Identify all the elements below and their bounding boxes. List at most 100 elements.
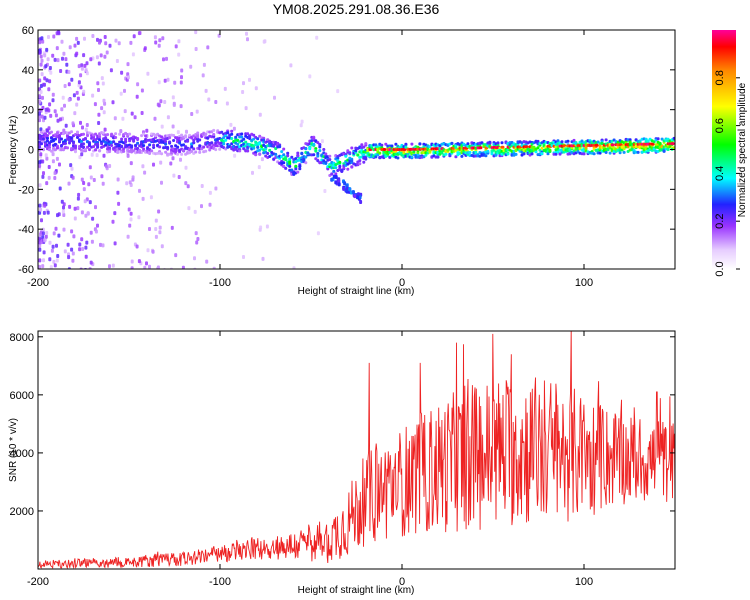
spectrogram-cell bbox=[75, 90, 79, 95]
snr-panel: -200 -100 0 100 2000 4000 6000 8000 Height of s… bbox=[8, 330, 676, 596]
colorbar-tick-label: 0.0 bbox=[714, 261, 726, 276]
spectrogram-cell bbox=[312, 153, 316, 157]
spectrogram-cell bbox=[85, 71, 89, 76]
spectrogram-cell bbox=[64, 57, 68, 62]
spectrogram-cell bbox=[364, 155, 368, 159]
spectrogram-cell bbox=[540, 146, 544, 150]
spectrogram-cell bbox=[39, 90, 43, 94]
spectrogram-cell bbox=[312, 137, 316, 141]
spectrogram-cell bbox=[334, 175, 338, 179]
spectrogram-cell bbox=[488, 140, 492, 144]
spectrogram-cell bbox=[536, 146, 540, 150]
spectrogram-cell bbox=[117, 41, 121, 46]
spectrogram-cell bbox=[480, 141, 484, 145]
spectrogram-cell bbox=[176, 130, 180, 135]
spectrogram-cell bbox=[169, 161, 173, 166]
spectrogram-cell bbox=[580, 139, 584, 143]
x-tick-label: -100 bbox=[209, 277, 231, 289]
spectrogram-cell bbox=[79, 120, 82, 125]
spectrogram-cell bbox=[78, 155, 82, 160]
spectrogram-cell bbox=[48, 240, 52, 245]
spectrogram-cell bbox=[174, 253, 178, 258]
spectrogram-cell bbox=[58, 134, 61, 137]
spectrogram-cell bbox=[96, 37, 99, 42]
spectrogram-cell bbox=[85, 240, 89, 245]
spectrogram-cell bbox=[556, 150, 560, 154]
spectrogram-cell bbox=[154, 234, 158, 239]
spectrogram-cell bbox=[130, 111, 134, 116]
spectrogram-cell bbox=[358, 159, 362, 163]
y-tick-label: 8000 bbox=[10, 332, 34, 344]
spectrogram-cell bbox=[49, 113, 53, 118]
spectrogram-cell bbox=[42, 171, 45, 176]
spectrogram-cell bbox=[212, 133, 216, 136]
spectrogram-cell bbox=[141, 196, 145, 201]
spectrogram-cell bbox=[316, 154, 320, 158]
spectrogram-cell bbox=[51, 152, 55, 157]
spectrogram-cell bbox=[208, 202, 212, 207]
spectrogram-cell bbox=[172, 139, 176, 142]
colorbar-label: Normalized spectral amplitude bbox=[737, 82, 748, 217]
spectrogram-cell bbox=[194, 150, 198, 154]
spectrogram-cell bbox=[226, 131, 230, 135]
spectrogram-cell bbox=[143, 265, 147, 269]
spectrogram-cell bbox=[72, 93, 76, 98]
spectrogram-cell bbox=[222, 136, 226, 140]
spectrogram-cell bbox=[146, 248, 150, 253]
spectrogram-cell bbox=[180, 152, 184, 156]
spectrogram-cell bbox=[500, 145, 505, 149]
spectrogram-cell bbox=[97, 88, 100, 92]
spectrogram-cell bbox=[190, 112, 194, 116]
spectrogram-cell bbox=[189, 64, 193, 69]
spectrogram-cell bbox=[254, 86, 258, 91]
spectrogram-cell bbox=[54, 226, 58, 231]
spectrogram-cell bbox=[65, 62, 69, 67]
spectrogram-cell bbox=[198, 150, 202, 154]
spectrogram-cell bbox=[135, 94, 139, 99]
spectrogram-cell bbox=[56, 254, 60, 258]
spectrogram-cell bbox=[158, 230, 162, 235]
spectrogram-cell bbox=[67, 97, 71, 102]
spectrogram-cell bbox=[100, 106, 104, 111]
spectrogram-cell bbox=[174, 150, 178, 153]
spectrogram-cell bbox=[266, 152, 270, 155]
spectrogram-cell bbox=[126, 72, 130, 77]
spectrogram-cell bbox=[84, 137, 87, 140]
spectrogram-cell bbox=[43, 203, 47, 208]
spectrogram-cell bbox=[218, 147, 222, 151]
spectrogram-cell bbox=[292, 266, 296, 269]
spectrogram-cell bbox=[85, 123, 89, 127]
spectrogram-cell bbox=[96, 142, 100, 146]
spectrogram-cell bbox=[337, 179, 341, 184]
spectrogram-cell bbox=[290, 155, 294, 159]
spectrogram-cell bbox=[48, 79, 52, 84]
spectrogram-cell bbox=[137, 31, 141, 36]
spectrogram-cell bbox=[124, 140, 128, 144]
spectrogram-cell bbox=[38, 99, 42, 104]
spectrogram-cell bbox=[43, 53, 47, 58]
spectrogram-cell bbox=[488, 144, 492, 148]
spectrogram-cell bbox=[328, 154, 332, 158]
spectrogram-cell bbox=[119, 129, 123, 134]
spectrogram-cell bbox=[76, 40, 80, 45]
spectrogram-cell bbox=[136, 82, 140, 87]
spectrogram-cell bbox=[256, 137, 260, 141]
spectrogram-cell bbox=[46, 134, 49, 138]
spectrogram-cell bbox=[214, 148, 218, 152]
spectrogram-cell bbox=[362, 153, 366, 157]
spectrogram-cell bbox=[558, 152, 562, 156]
spectrogram-cell bbox=[314, 149, 318, 153]
spectrogram-cell bbox=[51, 92, 55, 97]
spectrogram-cell bbox=[181, 265, 185, 269]
spectrogram-cell bbox=[195, 109, 199, 114]
spectrogram-cell bbox=[334, 172, 338, 176]
spectrogram-cell bbox=[44, 107, 48, 112]
spectrogram-cell bbox=[298, 164, 302, 168]
spectrogram-cell bbox=[82, 132, 85, 136]
spectrogram-cell bbox=[304, 155, 308, 159]
spectrogram-cell bbox=[118, 147, 122, 150]
spectrogram-cell bbox=[94, 205, 97, 210]
spectrogram-cell bbox=[136, 141, 140, 145]
spectrogram-cell bbox=[38, 163, 42, 168]
spectrogram-cell bbox=[180, 133, 184, 137]
